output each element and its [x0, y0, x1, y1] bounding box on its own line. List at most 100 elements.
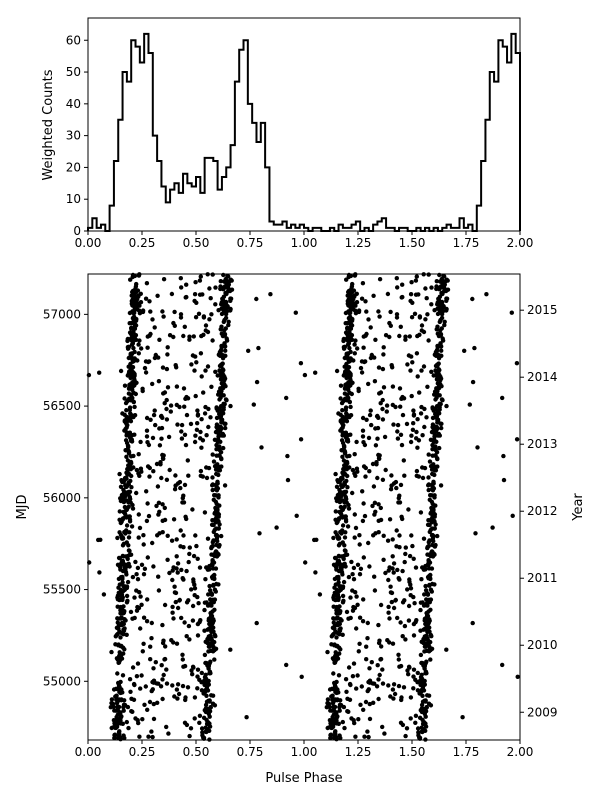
photon-point: [124, 593, 130, 599]
photon-point: [124, 540, 129, 545]
photon-point: [349, 716, 354, 721]
photon-point: [410, 543, 415, 549]
photon-point: [179, 567, 184, 573]
photon-point: [174, 537, 179, 542]
photon-point: [380, 366, 386, 372]
photon-point: [141, 533, 146, 538]
photon-point: [328, 732, 333, 738]
photon-point: [122, 617, 127, 622]
photon-point: [201, 332, 206, 337]
photon-point: [426, 452, 431, 457]
photon-point: [268, 292, 273, 297]
photon-point: [343, 552, 348, 558]
photon-point: [139, 469, 144, 474]
photon-point: [400, 412, 406, 418]
photon-point: [336, 576, 341, 582]
photon-point: [397, 333, 402, 339]
photon-point: [208, 296, 213, 301]
photon-point: [424, 705, 429, 710]
photon-point: [356, 308, 362, 313]
photon-point: [167, 467, 172, 473]
photon-point: [395, 429, 400, 434]
photon-point: [332, 555, 338, 561]
photon-point: [378, 602, 384, 608]
photon-point: [431, 486, 437, 491]
photon-point: [211, 600, 216, 605]
photon-point: [145, 555, 150, 560]
photon-point: [423, 588, 429, 593]
photon-point: [437, 272, 442, 278]
photon-point: [204, 727, 210, 732]
photon-point: [199, 374, 204, 379]
photon-point: [195, 413, 201, 418]
photon-point: [128, 364, 134, 370]
photon-point: [178, 276, 183, 281]
photon-point: [126, 451, 132, 456]
photon-point: [334, 520, 339, 526]
photon-point: [109, 697, 115, 702]
photon-point: [484, 292, 489, 297]
photon-point: [179, 436, 185, 441]
photon-point: [182, 324, 187, 329]
photon-point: [470, 296, 475, 302]
photon-point: [342, 451, 348, 456]
photon-point: [101, 592, 107, 597]
photon-point: [115, 735, 121, 741]
photon-point: [133, 337, 139, 342]
photon-point: [397, 664, 402, 669]
photon-point: [370, 503, 375, 509]
photon-point: [197, 713, 203, 718]
photon-point: [444, 308, 449, 313]
photon-point: [205, 329, 211, 335]
photon-point: [343, 369, 348, 374]
photon-point: [138, 626, 143, 631]
photon-point: [336, 673, 342, 678]
photon-point: [429, 285, 434, 290]
photon-point: [192, 593, 197, 598]
photon-point: [408, 368, 413, 373]
photon-point: [172, 694, 177, 699]
photon-point: [144, 281, 150, 286]
photon-point: [350, 490, 355, 496]
photon-point: [131, 453, 136, 459]
photon-point: [389, 590, 395, 596]
photon-point: [143, 684, 148, 689]
photon-point: [340, 415, 345, 421]
photon-point: [415, 670, 420, 676]
photon-point: [413, 278, 419, 283]
photon-point: [117, 509, 123, 514]
photon-point: [218, 284, 223, 289]
photon-point: [361, 555, 366, 560]
photon-point: [121, 611, 126, 616]
photon-point: [346, 274, 351, 280]
photon-point: [418, 510, 424, 515]
photon-point: [199, 417, 204, 422]
photon-point: [439, 425, 444, 431]
photon-point: [409, 354, 414, 359]
photon-point: [379, 644, 384, 649]
photon-point: [345, 709, 350, 714]
photon-point: [173, 483, 178, 488]
photon-point: [358, 702, 363, 707]
photon-point: [354, 300, 360, 305]
photon-point: [426, 566, 432, 571]
photon-point: [116, 576, 122, 582]
photon-point: [409, 433, 414, 438]
photon-point: [470, 379, 476, 385]
photon-point: [360, 518, 366, 524]
photon-point: [434, 327, 439, 332]
photon-point: [386, 683, 391, 688]
photon-point: [216, 514, 221, 519]
photon-point: [114, 693, 119, 698]
photon-point: [152, 325, 157, 330]
photon-point: [378, 505, 383, 511]
photon-point: [205, 720, 211, 725]
photon-point: [432, 544, 438, 549]
photon-point: [426, 487, 431, 493]
photon-point: [219, 389, 224, 394]
photon-point: [188, 421, 194, 427]
photon-point: [403, 545, 408, 550]
photon-point: [178, 315, 184, 320]
photon-point: [367, 564, 372, 569]
photon-point: [118, 608, 123, 613]
